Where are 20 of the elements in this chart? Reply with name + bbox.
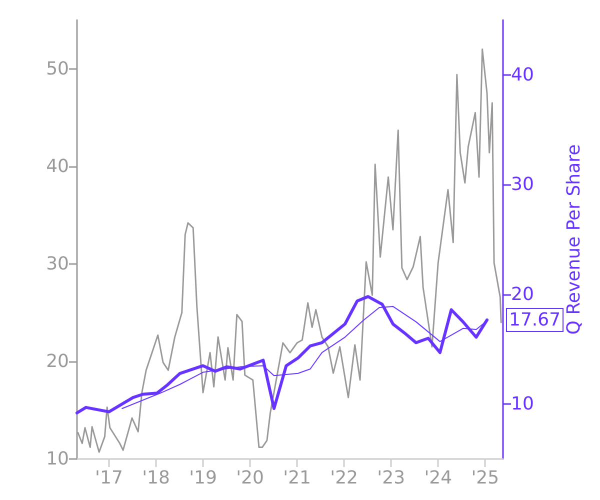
y-tick-label: 20 xyxy=(46,350,69,372)
y-tick-label: 30 xyxy=(46,253,69,274)
y2-tick-label: 20 xyxy=(511,284,534,305)
y-tick-label: 50 xyxy=(46,58,69,80)
y2-axis-title: Q Revenue Per Share xyxy=(564,144,584,335)
x-tick-label: '18 xyxy=(142,468,170,488)
text: 17.67 xyxy=(509,309,561,330)
x-tick-label: '23 xyxy=(377,468,406,488)
x-tick-label: '17 xyxy=(95,468,123,488)
x-tick-label: '24 xyxy=(424,468,452,488)
x-tick-label: '22 xyxy=(330,468,358,488)
x-tick-label: '21 xyxy=(283,468,311,488)
x-tick-label: '19 xyxy=(189,468,217,488)
y-tick-label: 10 xyxy=(46,448,69,470)
y2-tick-label: 40 xyxy=(511,64,534,86)
y2-tick-label: 10 xyxy=(511,394,534,415)
y2-tick-label: 30 xyxy=(511,174,534,196)
y-tick-label: 40 xyxy=(46,156,69,177)
x-tick-label: '20 xyxy=(236,468,264,488)
x-tick-label: '25 xyxy=(471,468,500,488)
